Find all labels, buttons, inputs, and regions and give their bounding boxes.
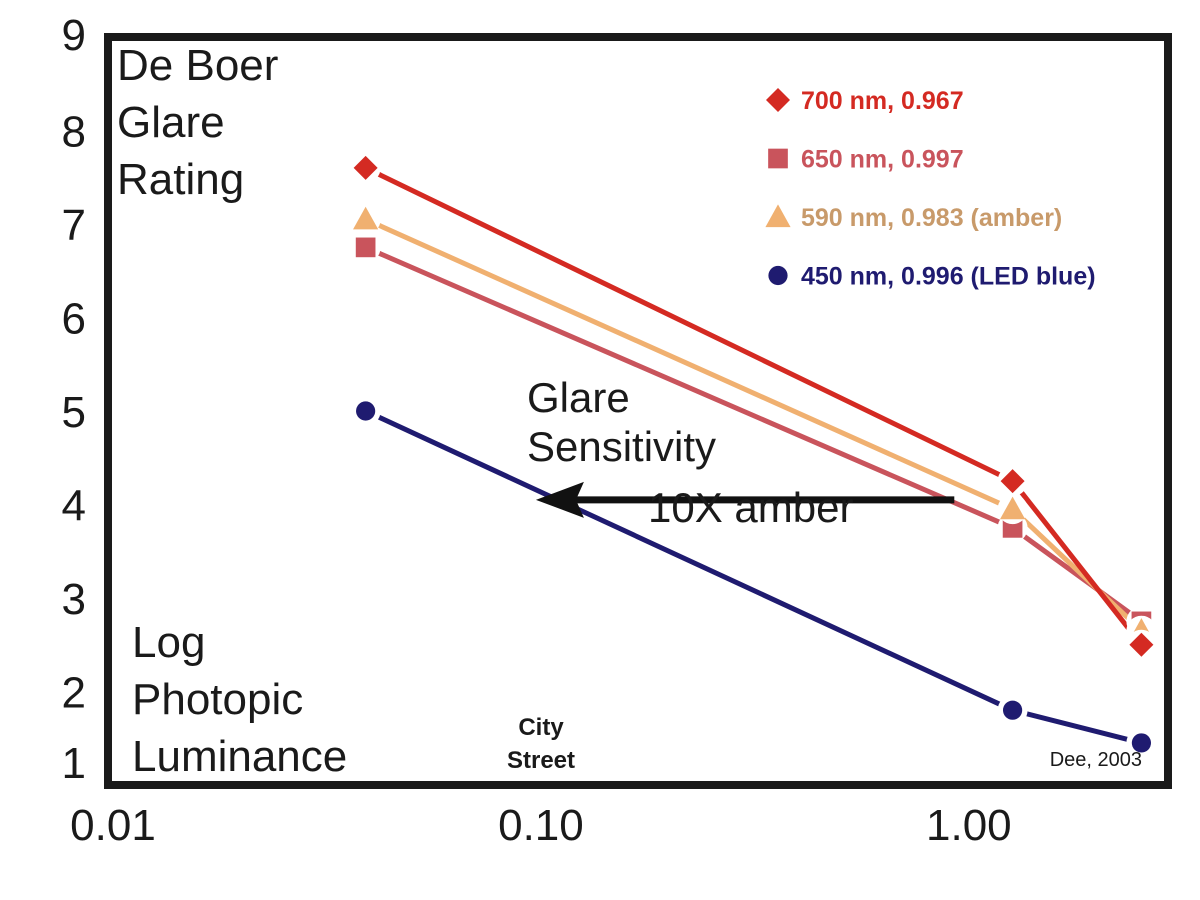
y-tick-label: 5 (62, 388, 86, 437)
y-tick-labels: 1 2 3 4 5 6 7 8 9 (62, 11, 86, 788)
y-axis-label-line-1: De Boer (117, 41, 278, 90)
x-tick-labels: 0.01 0.10 1.00 (70, 801, 1011, 850)
x-tick-label: 0.10 (498, 801, 584, 850)
legend-marker-circle (768, 265, 788, 286)
city-street-annotation: City Street (507, 714, 575, 774)
legend-marker-square (768, 148, 788, 169)
data-point-circle (356, 401, 376, 421)
y-tick-label: 8 (62, 108, 86, 157)
x-axis-label-line-3: Luminance (132, 732, 347, 781)
y-tick-label: 2 (62, 669, 86, 718)
amber-note: 10X amber (648, 484, 853, 531)
legend-label: 700 nm, 0.967 (801, 87, 964, 115)
x-tick-label: 0.01 (70, 801, 156, 850)
legend-marker-diamond (766, 88, 790, 112)
data-point-circle (1131, 733, 1152, 753)
data-point-diamond (353, 155, 378, 180)
y-tick-label: 6 (62, 295, 86, 344)
y-tick-label: 1 (62, 739, 86, 788)
street-label: Street (507, 747, 575, 774)
x-axis-label: Log Photopic Luminance (132, 618, 347, 781)
plot-frame (104, 33, 1172, 789)
y-axis-label-line-2: Glare (117, 98, 225, 147)
legend-label: 650 nm, 0.997 (801, 146, 964, 174)
y-axis-label: De Boer Glare Rating (117, 41, 278, 204)
y-tick-label: 4 (62, 482, 86, 531)
x-axis-label-line-2: Photopic (132, 675, 303, 724)
series-markers (350, 152, 1157, 758)
y-tick-label: 3 (62, 575, 86, 624)
x-axis-label-line-1: Log (132, 618, 205, 667)
x-tick-label: 1.00 (926, 801, 1012, 850)
y-tick-label: 9 (62, 11, 86, 60)
city-label: City (518, 714, 564, 741)
data-point-diamond (1000, 469, 1025, 494)
data-point-diamond (1129, 632, 1154, 657)
glare-sensitivity-annotation: Glare Sensitivity 10X amber (527, 374, 955, 531)
legend-label: 450 nm, 0.996 (LED blue) (801, 263, 1096, 291)
legend: 700 nm, 0.967 650 nm, 0.997 590 nm, 0.983 … (765, 87, 1096, 291)
data-point-square (355, 237, 376, 258)
y-axis-label-line-3: Rating (117, 155, 244, 204)
legend-label: 590 nm, 0.983 (amber) (801, 204, 1062, 232)
sensitivity-label: Sensitivity (527, 423, 716, 470)
arrow-head (535, 481, 584, 518)
data-point-circle (1002, 700, 1023, 720)
data-point-triangle (353, 206, 379, 230)
data-point-triangle (999, 496, 1026, 520)
y-tick-label: 7 (62, 201, 86, 250)
legend-marker-triangle (765, 204, 791, 228)
glare-label: Glare (527, 374, 630, 421)
credit-text: Dee, 2003 (1050, 749, 1142, 771)
